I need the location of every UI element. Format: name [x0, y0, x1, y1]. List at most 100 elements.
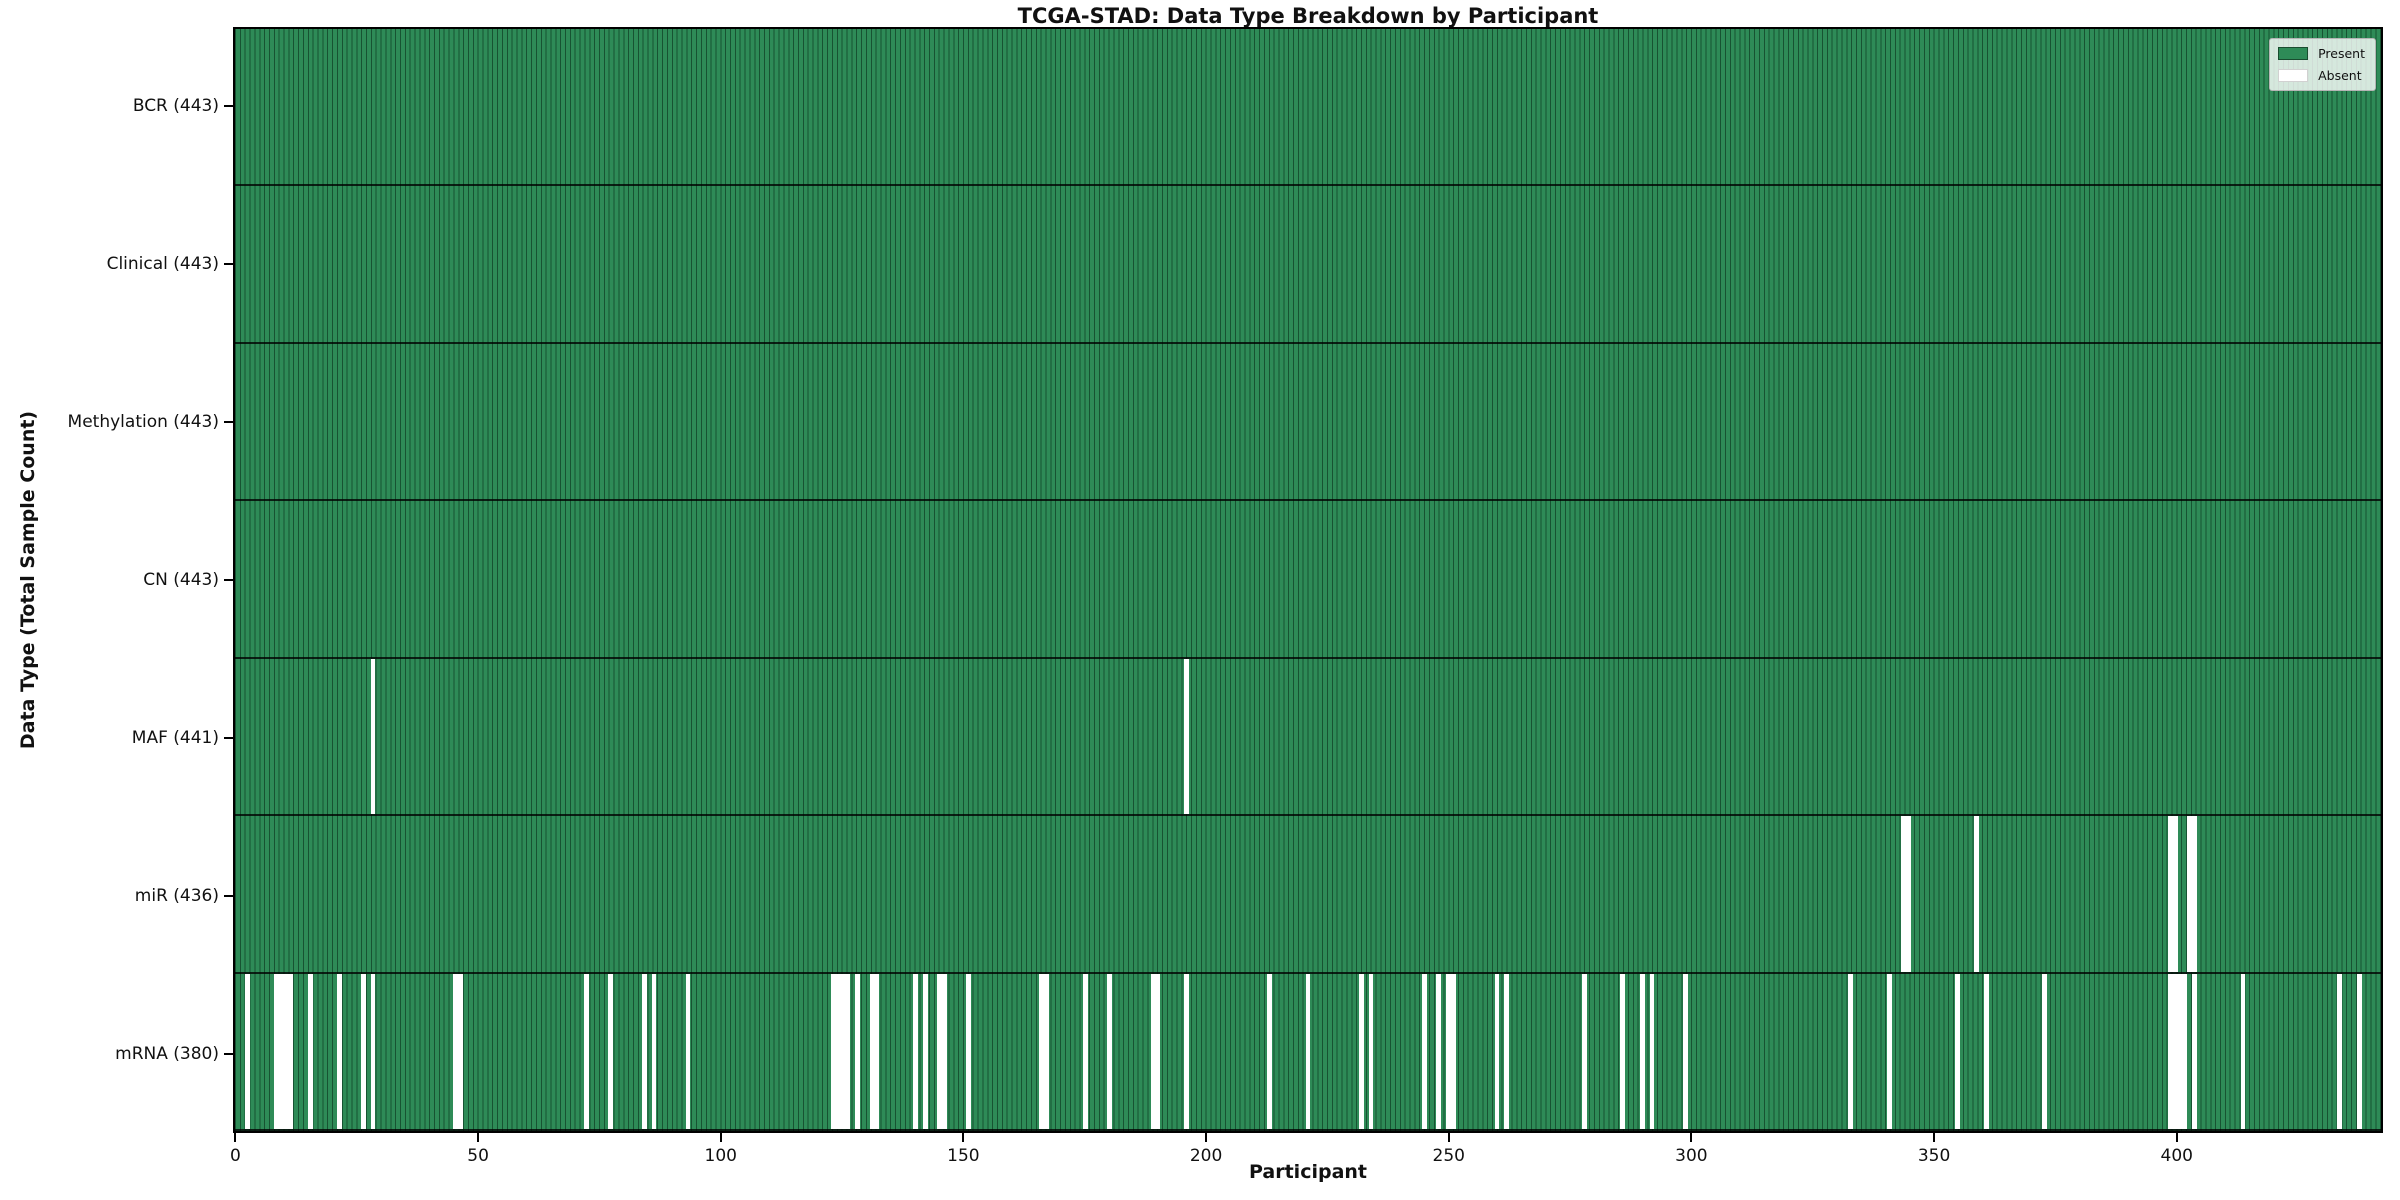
y-tick-mark [224, 737, 233, 739]
absent-stripe [874, 973, 880, 1129]
absent-stripe [1620, 973, 1626, 1129]
absent-stripe [452, 973, 458, 1129]
absent-stripe [1639, 973, 1645, 1129]
x-tick-mark [477, 1133, 480, 1142]
absent-stripe [845, 973, 851, 1129]
absent-stripe [1581, 973, 1587, 1129]
absent-stripe [1906, 816, 1912, 972]
absent-stripe [937, 973, 943, 1129]
absent-stripe [1358, 973, 1364, 1129]
plot-area: Present Absent [233, 27, 2383, 1133]
absent-stripe [2240, 973, 2246, 1129]
absent-stripe [2167, 816, 2173, 972]
absent-stripe [1043, 973, 1049, 1129]
x-tick-mark [2175, 1133, 2178, 1142]
absent-stripe [2172, 973, 2178, 1129]
y-tick-mark [224, 105, 233, 107]
legend: Present Absent [2269, 38, 2376, 91]
legend-swatch-absent [2278, 69, 2309, 82]
absent-stripe [1184, 973, 1190, 1129]
absent-stripe [2041, 973, 2047, 1129]
y-tick-label: Clinical (443) [106, 254, 219, 274]
absent-stripe [651, 973, 657, 1129]
absent-stripe [1494, 973, 1500, 1129]
y-tick-mark [224, 895, 233, 897]
absent-stripe [1184, 658, 1190, 815]
absent-stripe [1983, 973, 1989, 1129]
x-tick-label: 100 [704, 1146, 737, 1166]
y-tick-mark [224, 263, 233, 265]
absent-stripe [608, 973, 613, 1129]
data-row-mir [235, 816, 2381, 974]
absent-stripe [2167, 973, 2173, 1129]
absent-stripe [1974, 816, 1979, 972]
absent-stripe [1683, 973, 1689, 1129]
x-tick-label: 300 [1675, 1146, 1708, 1166]
absent-stripe [2177, 973, 2183, 1129]
x-tick-label: 50 [467, 1146, 489, 1166]
x-tick-mark [1447, 1133, 1450, 1142]
absent-stripe [1106, 973, 1112, 1129]
y-tick-label: CN (443) [143, 570, 219, 590]
absent-stripe [360, 973, 366, 1129]
y-tick-mark [224, 421, 233, 423]
data-row-methylation [235, 343, 2381, 502]
absent-stripe [1082, 973, 1088, 1129]
legend-swatch-present [2278, 47, 2309, 60]
absent-stripe [966, 973, 972, 1129]
y-tick-label: mRNA (380) [115, 1044, 219, 1064]
absent-stripe [1954, 973, 1960, 1129]
absent-stripe [1504, 973, 1510, 1129]
x-tick-label: 0 [230, 1146, 241, 1166]
x-tick-mark [719, 1133, 722, 1142]
absent-stripe [2356, 973, 2362, 1129]
absent-stripe [2192, 973, 2197, 1129]
x-tick-label: 200 [1189, 1146, 1223, 1166]
absent-stripe [2337, 973, 2343, 1129]
absent-stripe [1266, 973, 1272, 1129]
absent-stripe [942, 973, 948, 1129]
x-tick-mark [1205, 1133, 1208, 1142]
absent-stripe [1039, 973, 1044, 1129]
absent-stripe [1368, 973, 1374, 1129]
data-row-maf [235, 658, 2381, 817]
y-tick-label: MAF (441) [131, 728, 219, 748]
legend-entry-present: Present [2278, 46, 2365, 61]
chart-title: TCGA-STAD: Data Type Breakdown by Partic… [1017, 4, 1599, 28]
y-axis: BCR (443) Clinical (443) Methylation (443)… [0, 27, 233, 1133]
x-tick-mark [962, 1133, 965, 1142]
absent-stripe [840, 973, 846, 1129]
legend-label: Absent [2318, 68, 2362, 83]
data-row-cn [235, 501, 2381, 659]
legend-entry-absent: Absent [2278, 68, 2365, 83]
absent-stripe [288, 973, 294, 1129]
absent-stripe [583, 973, 589, 1129]
data-row-bcr [235, 29, 2381, 187]
absent-stripe [1305, 973, 1311, 1129]
y-tick-label: BCR (443) [132, 96, 219, 116]
legend-label: Present [2318, 46, 2365, 61]
absent-stripe [641, 973, 647, 1129]
absent-stripe [244, 973, 250, 1129]
absent-stripe [283, 973, 289, 1129]
y-tick-label: miR (436) [134, 886, 219, 906]
y-tick-label: Methylation (443) [67, 412, 219, 432]
absent-stripe [1848, 973, 1853, 1129]
absent-stripe [830, 973, 836, 1129]
absent-stripe [1450, 973, 1456, 1129]
x-tick-label: 350 [1917, 1146, 1951, 1166]
absent-stripe [1886, 973, 1892, 1129]
absent-stripe [913, 973, 919, 1129]
absent-stripe [370, 973, 376, 1129]
y-tick-mark [224, 1053, 233, 1055]
absent-stripe [1421, 973, 1427, 1129]
absent-stripe [922, 973, 928, 1129]
absent-stripe [685, 973, 691, 1129]
x-axis: 0 50 100 150 200 250 300 350 400 [230, 1133, 2383, 1183]
x-axis-label: Participant [1248, 1161, 1368, 1183]
absent-stripe [307, 973, 313, 1129]
x-tick-label: 250 [1432, 1146, 1465, 1166]
absent-stripe [2192, 816, 2197, 972]
absent-stripe [2182, 973, 2188, 1129]
